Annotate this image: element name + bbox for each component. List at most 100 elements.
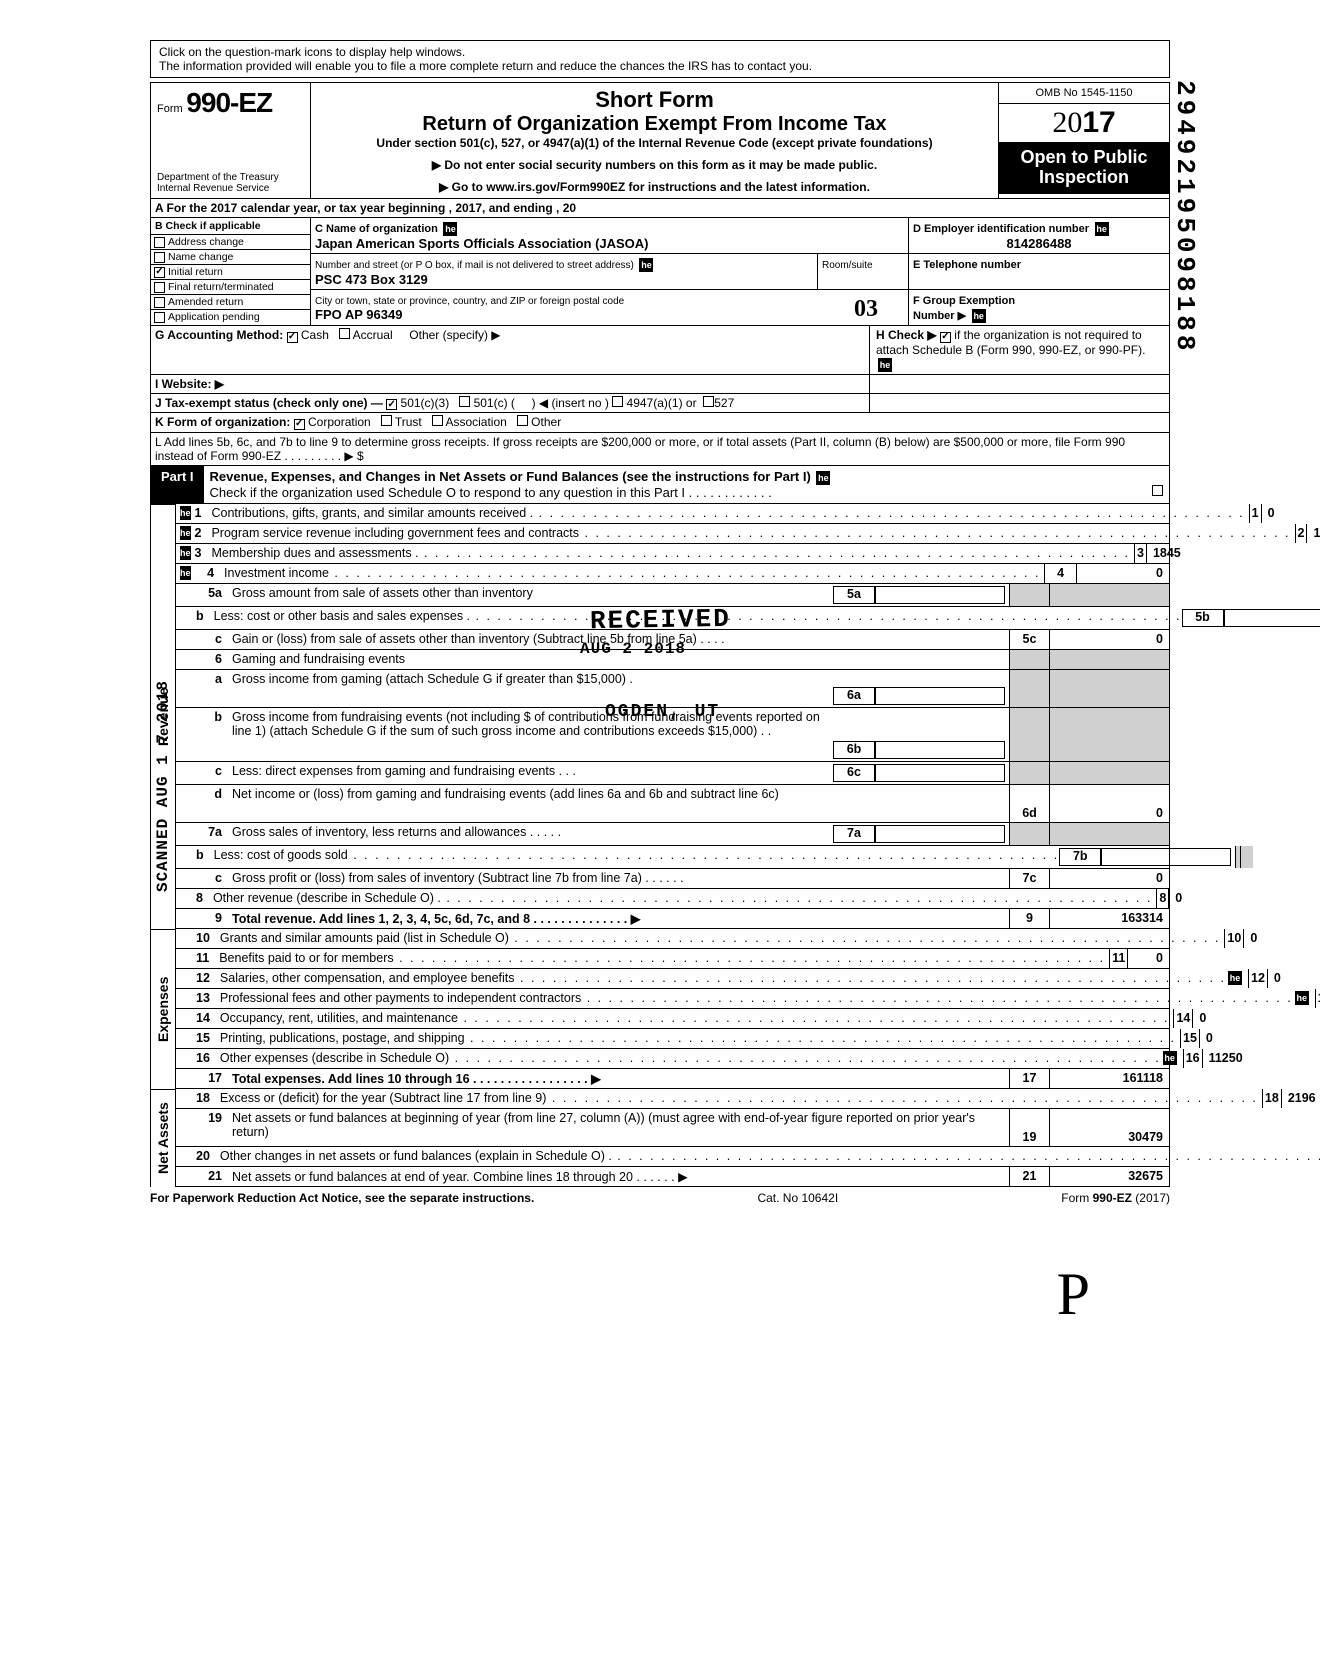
line-6b-shade-val bbox=[1049, 708, 1169, 761]
line-12-val: 0 bbox=[1267, 969, 1287, 988]
line-g-label: G Accounting Method: bbox=[155, 328, 283, 342]
help-icon[interactable]: he bbox=[816, 471, 830, 485]
cb-application-pending-label: Application pending bbox=[168, 311, 260, 323]
line-15: 15 Printing, publications, postage, and … bbox=[176, 1029, 1170, 1049]
line-2-text: Program service revenue including govern… bbox=[211, 526, 1290, 541]
cb-amended-return[interactable]: Amended return bbox=[151, 295, 310, 310]
line-8-num: 8 bbox=[194, 889, 209, 908]
line-6c-shade bbox=[1009, 762, 1049, 784]
line-7c-val: 0 bbox=[1049, 869, 1169, 888]
line-6a-ival bbox=[875, 687, 1005, 705]
box-d-label: D Employer identification number bbox=[913, 223, 1089, 235]
expenses-side-label: Expenses bbox=[150, 929, 176, 1089]
line-16: 16 Other expenses (describe in Schedule … bbox=[176, 1049, 1170, 1069]
line-6c-num: c bbox=[194, 762, 228, 784]
line-a: A For the 2017 calendar year, or tax yea… bbox=[150, 199, 1170, 218]
line-21-box: 21 bbox=[1009, 1167, 1049, 1186]
cb-trust[interactable] bbox=[381, 415, 392, 426]
tax-year: 2017 bbox=[999, 104, 1169, 142]
line-7a-shade bbox=[1009, 823, 1049, 845]
footer-center: Cat. No 10642I bbox=[757, 1191, 838, 1205]
cb-corporation[interactable] bbox=[294, 419, 305, 430]
help-icon[interactable]: he bbox=[1228, 971, 1242, 985]
cb-application-pending[interactable]: Application pending bbox=[151, 310, 310, 324]
form-prefix: Form bbox=[157, 103, 183, 115]
line-6-num: 6 bbox=[194, 650, 228, 669]
line-5c-val: 0 bbox=[1049, 630, 1169, 649]
line-6d-num: d bbox=[194, 785, 228, 822]
line-i-text: I Website: ▶ bbox=[151, 375, 869, 393]
help-icon[interactable]: he bbox=[639, 258, 653, 272]
line-h-label: H Check ▶ bbox=[876, 328, 937, 342]
cb-schedule-b[interactable] bbox=[940, 332, 951, 343]
line-14: 14 Occupancy, rent, utilities, and maint… bbox=[176, 1009, 1170, 1029]
help-icon[interactable]: he bbox=[180, 526, 191, 540]
cb-association[interactable] bbox=[432, 415, 443, 426]
help-icon[interactable]: he bbox=[1163, 1051, 1177, 1065]
line-21: 21 Net assets or fund balances at end of… bbox=[176, 1167, 1170, 1187]
line-7b-num: b bbox=[194, 846, 210, 868]
cb-schedule-o[interactable] bbox=[1152, 485, 1163, 496]
line-16-box: 16 bbox=[1183, 1049, 1202, 1068]
line-16-text: Other expenses (describe in Schedule O) bbox=[220, 1051, 1161, 1066]
help-icon[interactable]: he bbox=[180, 506, 191, 520]
line-10: 10 Grants and similar amounts paid (list… bbox=[176, 929, 1170, 949]
line-19-text: Net assets or fund balances at beginning… bbox=[232, 1111, 1005, 1144]
cb-501c3[interactable] bbox=[386, 399, 397, 410]
line-5c-num: c bbox=[194, 630, 228, 649]
help-icon[interactable]: he bbox=[1295, 991, 1309, 1005]
line-7b-ival bbox=[1101, 848, 1231, 866]
line-2-num: 2 bbox=[193, 524, 208, 543]
line-14-num: 14 bbox=[194, 1009, 216, 1028]
line-9-val: 163314 bbox=[1049, 909, 1169, 928]
line-17-val: 161118 bbox=[1049, 1069, 1169, 1088]
line-2-box: 2 bbox=[1295, 524, 1307, 543]
line-7a-num: 7a bbox=[194, 823, 228, 845]
cb-name-change[interactable]: Name change bbox=[151, 250, 310, 265]
line-3-num: 3 bbox=[193, 544, 208, 563]
cb-initial-return[interactable]: Initial return bbox=[151, 265, 310, 280]
line-21-val: 32675 bbox=[1049, 1167, 1169, 1186]
line-8-box: 8 bbox=[1156, 889, 1168, 908]
help-banner: Click on the question-mark icons to disp… bbox=[150, 40, 1170, 78]
line-20-num: 20 bbox=[194, 1147, 216, 1166]
line-1-text: Contributions, gifts, grants, and simila… bbox=[211, 506, 1244, 521]
line-4-text: Investment income bbox=[224, 566, 1040, 581]
line-7b-ibox: 7b bbox=[1059, 848, 1101, 866]
line-7b-text: Less: cost of goods sold bbox=[214, 848, 1060, 866]
line-1: he 1 Contributions, gifts, grants, and s… bbox=[176, 504, 1170, 524]
line-i: I Website: ▶ bbox=[150, 375, 1170, 394]
line-6b-text: Gross income from fundraising events (no… bbox=[232, 710, 833, 759]
help-icon[interactable]: he bbox=[180, 546, 191, 560]
cb-501c[interactable] bbox=[459, 396, 470, 407]
cb-527[interactable] bbox=[703, 396, 714, 407]
line-g-h: G Accounting Method: Cash Accrual Other … bbox=[150, 326, 1170, 375]
line-11-text: Benefits paid to or for members bbox=[219, 951, 1105, 966]
line-10-val: 0 bbox=[1243, 929, 1263, 948]
cb-cash[interactable] bbox=[287, 332, 298, 343]
cb-other-org[interactable] bbox=[517, 415, 528, 426]
line-12-text: Salaries, other compensation, and employ… bbox=[220, 971, 1226, 986]
help-icon[interactable]: he bbox=[878, 358, 892, 372]
cb-address-change[interactable]: Address change bbox=[151, 235, 310, 250]
part-1-title: Revenue, Expenses, and Changes in Net As… bbox=[210, 469, 811, 484]
help-icon[interactable]: he bbox=[180, 566, 191, 580]
cb-final-return-label: Final return/terminated bbox=[168, 281, 274, 293]
year-outline: 20 bbox=[1052, 106, 1082, 139]
line-9-num: 9 bbox=[194, 909, 228, 928]
line-14-box: 14 bbox=[1173, 1009, 1192, 1028]
cb-4947[interactable] bbox=[612, 396, 623, 407]
line-7c-box: 7c bbox=[1009, 869, 1049, 888]
line-19-val: 30479 bbox=[1049, 1109, 1169, 1146]
line-5b-text: Less: cost or other basis and sales expe… bbox=[214, 609, 1182, 627]
line-j: J Tax-exempt status (check only one) — 5… bbox=[150, 394, 1170, 414]
line-6d-val: 0 bbox=[1049, 785, 1169, 822]
line-l: L Add lines 5b, 6c, and 7b to line 9 to … bbox=[150, 433, 1170, 466]
dept-treasury: Department of the Treasury bbox=[157, 172, 304, 183]
cb-accrual[interactable] bbox=[339, 328, 350, 339]
line-11-val: 0 bbox=[1127, 949, 1169, 968]
help-icon[interactable]: he bbox=[972, 309, 986, 323]
cb-final-return[interactable]: Final return/terminated bbox=[151, 280, 310, 295]
help-icon[interactable]: he bbox=[443, 222, 457, 236]
help-icon[interactable]: he bbox=[1095, 222, 1109, 236]
